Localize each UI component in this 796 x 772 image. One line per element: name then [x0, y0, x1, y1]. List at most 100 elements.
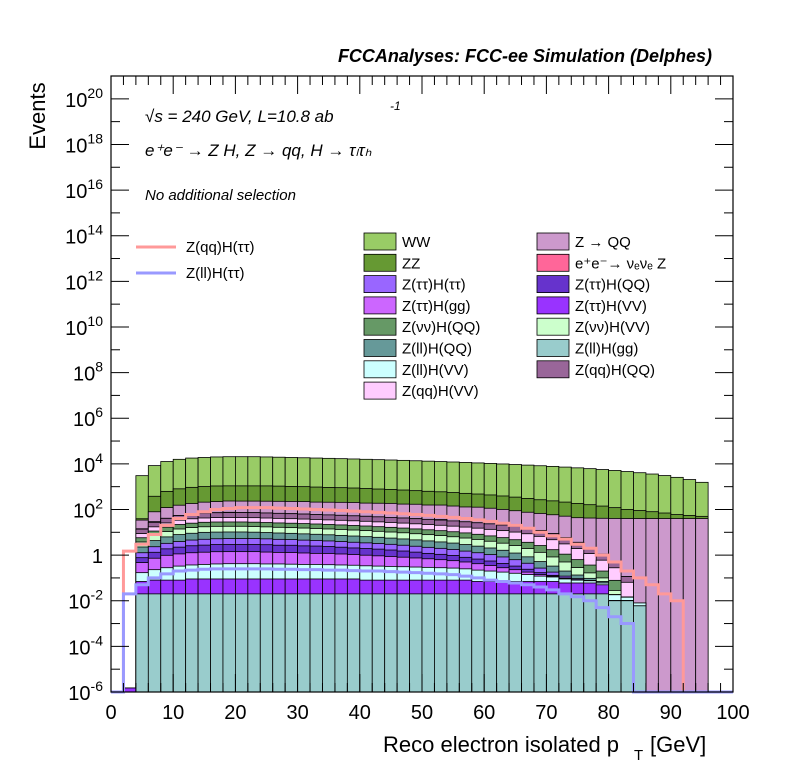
legend-label-Z(ll)H(QQ): Z(ll)H(QQ)	[402, 341, 472, 358]
legend-swatch-WW	[363, 232, 397, 251]
bar-Z(ll)H(gg)-29	[471, 593, 485, 693]
legend-label-Z(qq)H(VV): Z(qq)H(VV)	[402, 383, 479, 400]
bar-Z(ll)H(gg)-23	[396, 593, 410, 693]
bar-Z(ll)H(gg)-31	[496, 593, 510, 693]
bar-Z(ll)H(gg)-41	[620, 600, 634, 693]
legend-label-Z(νν)H(QQ): Z(νν)H(QQ)	[402, 319, 480, 336]
legend-label-e⁺e⁻→ νₑνₑ Z: e⁺e⁻→ νₑνₑ Z	[575, 255, 666, 272]
y-tick-label: 1018	[65, 130, 103, 157]
x-tick-label: 30	[286, 702, 308, 724]
legend-label-Z(ll)H(VV): Z(ll)H(VV)	[402, 362, 469, 379]
x-tick-label: 40	[349, 702, 371, 724]
legend-swatch-Z(ττ)H(ττ)	[363, 275, 397, 294]
signal-lines	[111, 506, 733, 694]
bar-Z(ll)H(gg)-18	[334, 593, 348, 693]
annotation-energy: √s = 240 GeV, L=10.8 ab	[145, 107, 334, 126]
legend: Z(qq)H(ττ) Z(ll)H(ττ) WW Z → QQ ZZ e⁺e⁻→ νₑνₑ…	[136, 232, 666, 400]
legend-label-Z(ll)H(gg): Z(ll)H(gg)	[575, 341, 638, 358]
x-tick-label: 60	[473, 702, 495, 724]
legend-swatch-Z(νν)H(VV)	[536, 317, 570, 336]
y-tick-label: 106	[73, 404, 103, 431]
bar-Z → QQ-44	[657, 518, 672, 693]
bar-Z(ll)H(gg)-6	[185, 593, 199, 693]
x-axis-label-unit: [GeV]	[650, 732, 706, 757]
legend-label-Z(ττ)H(ττ): Z(ττ)H(ττ)	[402, 277, 466, 294]
legend-swatch-Z(ll)H(VV)	[363, 360, 397, 379]
bar-Z(ll)H(gg)-34	[533, 593, 547, 693]
legend-label-ZZ: ZZ	[402, 255, 420, 272]
bar-Z(ll)H(gg)-2	[135, 593, 149, 693]
bar-Z(ll)H(gg)-30	[483, 593, 498, 693]
y-tick-label: 1010	[65, 313, 103, 340]
x-axis-label-sub: T	[634, 747, 643, 764]
stack-Z(ll)H(gg)	[135, 593, 647, 693]
bar-Z(ll)H(gg)-20	[359, 593, 373, 693]
legend-label-Z(ττ)H(VV): Z(ττ)H(VV)	[575, 298, 647, 315]
bar-Z(ll)H(gg)-10	[234, 593, 249, 693]
bar-Z(ll)H(gg)-36	[558, 593, 572, 693]
legend-swatch-Z(qq)H(VV)	[363, 381, 397, 400]
bar-Z(ll)H(gg)-42	[633, 605, 647, 693]
bar-Z(ll)H(gg)-22	[384, 593, 398, 693]
legend-swatch-Z(qq)H(QQ)	[536, 360, 570, 379]
bar-Z(ll)H(gg)-25	[421, 593, 435, 693]
bar-Z(ll)H(gg)-14	[284, 593, 299, 693]
y-tick-label: 108	[73, 359, 103, 386]
annotation-energy-sup: -1	[390, 99, 401, 113]
y-tick-label: 1	[92, 546, 103, 568]
x-tick-label: 50	[411, 702, 433, 724]
bar-Z(ll)H(gg)-13	[272, 593, 286, 693]
legend-label-Z(qq)H(QQ): Z(qq)H(QQ)	[575, 362, 655, 379]
y-tick-label: 104	[73, 450, 103, 477]
legend-label-Z(νν)H(VV): Z(νν)H(VV)	[575, 319, 650, 336]
bar-Z(ll)H(gg)-27	[446, 593, 460, 693]
bar-Z → QQ-43	[645, 518, 659, 693]
bar-Z(ll)H(gg)-21	[371, 593, 386, 693]
bar-Z(ll)H(gg)-12	[259, 593, 274, 693]
x-tick-label: 100	[716, 702, 749, 724]
bar-Z(ll)H(gg)-5	[172, 593, 187, 693]
y-tick-label: 10-4	[68, 632, 103, 659]
bar-Z(ll)H(gg)-35	[546, 593, 560, 693]
bar-Z(ll)H(gg)-28	[458, 593, 473, 693]
bar-Z(ll)H(gg)-8	[210, 593, 224, 693]
annotation-process: e⁺e⁻ → Z H, Z → qq, H → τₗτₕ	[145, 141, 372, 160]
bar-Z(ll)H(gg)-7	[197, 593, 211, 693]
legend-swatch-ZZ	[363, 253, 397, 272]
legend-label-Z(ττ)H(gg): Z(ττ)H(gg)	[402, 298, 471, 315]
x-axis-label-main: Reco electron isolated p	[383, 732, 619, 757]
legend-label-Z(ll)H(ττ): Z(ll)H(ττ)	[186, 265, 245, 282]
x-tick-label: 80	[597, 702, 619, 724]
signal-line-Z(ll)H(ττ)	[111, 567, 733, 694]
annotations: √s = 240 GeV, L=10.8 ab -1 e⁺e⁻ → Z H, Z…	[145, 99, 401, 204]
y-tick-label: 10-6	[68, 678, 103, 705]
bar-Z(ll)H(gg)-33	[521, 593, 535, 693]
y-tick-label: 1016	[65, 176, 103, 203]
y-tick-label: 102	[73, 495, 103, 522]
bar-Z(ll)H(gg)-37	[570, 593, 585, 693]
bar-Z(ll)H(gg)-16	[309, 593, 323, 693]
x-tick-label: 90	[660, 702, 682, 724]
bar-Z(ll)H(gg)-4	[160, 593, 174, 693]
y-tick-label: 1020	[65, 85, 103, 112]
legend-swatch-Z(ττ)H(QQ)	[536, 275, 570, 294]
legend-swatch-Z(ττ)H(gg)	[363, 296, 397, 315]
axis-ticks: 0 10 20 30 40 50 60 70 80 90 100102010181016101410…	[65, 75, 750, 724]
legend-swatch-Z → QQ	[536, 232, 570, 251]
bar-Z(ll)H(gg)-11	[247, 593, 261, 693]
y-tick-label: 1012	[65, 267, 103, 294]
x-tick-label: 20	[224, 702, 246, 724]
legend-label-WW: WW	[402, 234, 431, 251]
bar-Z(ll)H(gg)-24	[409, 593, 423, 693]
legend-swatch-e⁺e⁻→ νₑνₑ Z	[536, 253, 570, 272]
legend-label-Z → QQ: Z → QQ	[575, 234, 631, 251]
chart-title: FCCAnalyses: FCC-ee Simulation (Delphes)	[338, 46, 712, 66]
bar-Z(ll)H(gg)-19	[346, 593, 361, 693]
annotation-selection: No additional selection	[145, 187, 296, 204]
bar-Z(ll)H(gg)-3	[147, 593, 162, 693]
legend-swatch-Z(νν)H(QQ)	[363, 317, 397, 336]
legend-label-Z(qq)H(ττ): Z(qq)H(ττ)	[186, 239, 255, 256]
legend-label-Z(ττ)H(QQ): Z(ττ)H(QQ)	[575, 277, 650, 294]
x-tick-label: 0	[105, 702, 116, 724]
